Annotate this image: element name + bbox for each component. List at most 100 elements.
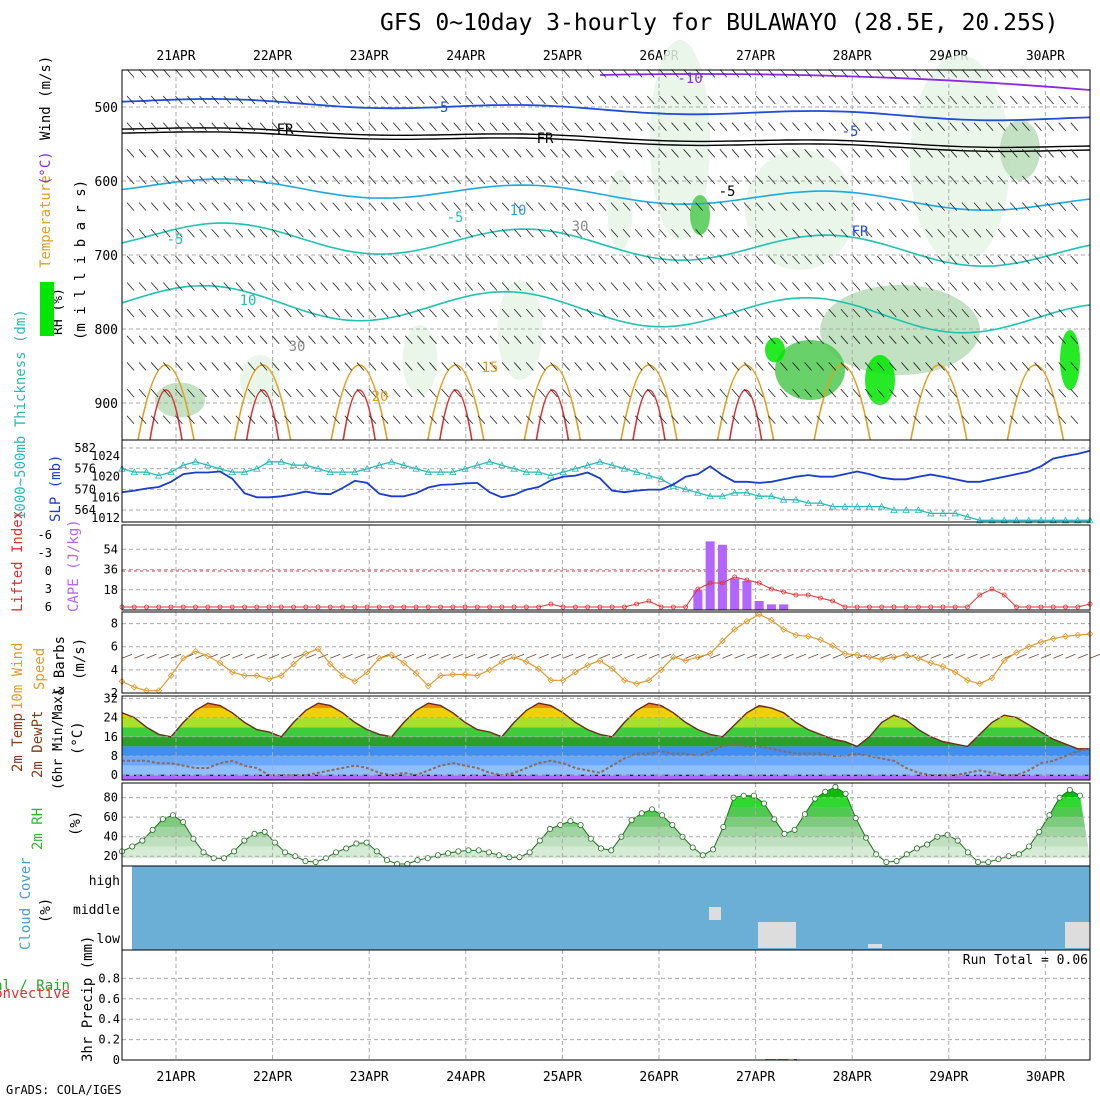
wind-barb	[973, 122, 982, 131]
temp-band	[122, 756, 1090, 766]
wind-barb	[175, 69, 183, 78]
wind-barb	[925, 255, 933, 265]
rh2m-point	[1046, 812, 1053, 819]
wind-barb	[1065, 653, 1076, 659]
thickness-point	[534, 468, 543, 476]
thickness-point	[951, 509, 959, 517]
wind-barb	[646, 362, 655, 371]
wind-barb	[199, 335, 207, 345]
wind-barb	[997, 308, 1006, 318]
wind-barb	[659, 122, 667, 131]
wind-barb	[574, 308, 583, 318]
rh-axis-label: RH (%)	[51, 288, 66, 335]
wind-barb	[223, 335, 232, 345]
wind-barb	[562, 175, 570, 185]
thickness-point	[681, 485, 690, 493]
wind-barb	[816, 282, 825, 291]
wind-barb	[283, 228, 292, 238]
wind-barb	[598, 282, 607, 291]
cape-tick-label: 36	[104, 563, 118, 577]
lifted-index-point	[769, 586, 774, 592]
wind-barb	[392, 415, 401, 424]
wind-barb	[659, 69, 667, 78]
wind-barb	[562, 228, 570, 238]
lifted-index-point	[180, 604, 186, 610]
cape-bar	[693, 589, 703, 610]
wind-barb	[332, 95, 341, 105]
thickness-point	[792, 495, 800, 503]
thickness-point	[375, 461, 383, 469]
wind-barb	[175, 122, 183, 131]
wind-barb	[453, 95, 462, 105]
wind-barb	[150, 308, 159, 318]
wind-barb	[283, 95, 292, 105]
wind-barb	[199, 95, 207, 105]
wind-barb	[925, 69, 933, 78]
temperature-unit-label: (°C)	[38, 151, 54, 185]
wind-barb	[259, 388, 268, 398]
lifted-index-point	[707, 580, 713, 586]
wind-barb	[356, 362, 365, 371]
wind-barb	[1070, 308, 1079, 318]
wind-barb	[816, 202, 825, 211]
slp-axis-label: SLP (mb)	[48, 455, 64, 522]
wind-barb	[1046, 202, 1054, 211]
rh2m-point	[720, 823, 727, 830]
wind-barb	[259, 202, 268, 211]
wind-barb	[489, 175, 498, 185]
wind-barb	[771, 653, 782, 659]
wind-barb	[622, 255, 631, 265]
wind-barb	[804, 228, 812, 238]
wind-barb	[296, 122, 304, 131]
wind-barb	[719, 95, 728, 105]
wind-barb	[888, 282, 897, 291]
wind-speed-point	[228, 668, 236, 676]
wind-barb	[344, 175, 353, 185]
wind-barb	[138, 255, 147, 265]
thickness-point	[277, 457, 285, 465]
rh2m-point	[832, 783, 839, 790]
wind-barb	[501, 308, 510, 318]
lifted-index-point	[499, 604, 505, 610]
wind-barb	[587, 653, 598, 659]
bottom-day-label: 21APR	[156, 1070, 195, 1085]
wind-tick-label: 8	[111, 617, 118, 631]
wind-barb	[441, 335, 449, 345]
wind-barb	[586, 335, 595, 345]
wind-barb	[901, 282, 909, 291]
wind-barb	[477, 69, 486, 78]
wind-barb	[598, 228, 607, 238]
wind-barb	[513, 228, 522, 238]
wind-barb	[634, 149, 643, 158]
wind-barb	[332, 149, 341, 158]
wind-barb	[235, 175, 244, 185]
wind-barb	[683, 335, 691, 345]
wind-barb	[380, 415, 389, 424]
rh2m-point	[964, 849, 971, 856]
rh2m-point	[180, 819, 187, 826]
thickness-point	[191, 457, 200, 465]
wind-speed-point	[804, 632, 812, 640]
lifted-index-point	[756, 580, 762, 586]
wind-barb	[646, 308, 655, 318]
wind-barb	[211, 69, 220, 78]
wind-speed-point	[890, 653, 898, 661]
wind-barb	[734, 653, 745, 659]
wind-barb	[453, 69, 462, 78]
wind-barb	[428, 653, 439, 659]
wind-barb	[707, 69, 716, 78]
wind-barb	[646, 228, 655, 238]
temp-contour-20	[1006, 364, 1065, 441]
wind-barb	[767, 335, 776, 345]
wind-barb	[1070, 335, 1079, 345]
wind-barb	[187, 122, 195, 131]
wind-barb	[622, 308, 631, 318]
rh-tick-label: 20	[104, 849, 118, 863]
wind-barb	[719, 228, 728, 238]
wind-barb	[562, 415, 570, 424]
wind-barb	[223, 149, 232, 158]
wind-barb	[949, 255, 958, 265]
wind-barb	[985, 282, 994, 291]
wind-barb	[247, 69, 256, 78]
wind-barb	[985, 255, 994, 265]
